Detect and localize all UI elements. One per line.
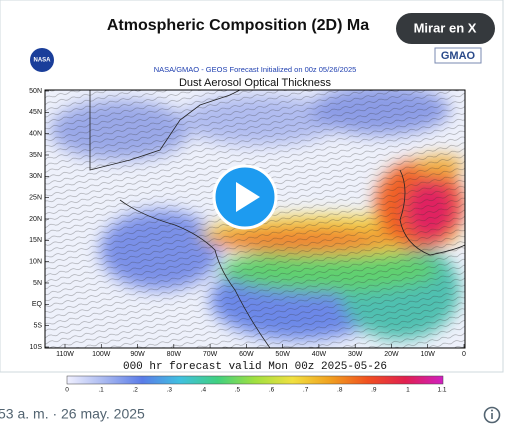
- lat-label: 45N: [29, 109, 42, 116]
- lon-label: 110W: [56, 351, 74, 358]
- lat-label: 40N: [29, 131, 42, 138]
- colorbar-labels: 0 .1 .2 .3 .4 .5 .6 .7 .8 .9 1 1.1: [65, 387, 447, 394]
- video-title: Atmospheric Composition (2D) Ma: [107, 17, 369, 34]
- colorbar-label: .2: [132, 387, 138, 394]
- lon-label: 0: [462, 351, 466, 358]
- nasa-logo: [30, 48, 54, 72]
- lat-label: 35N: [29, 152, 42, 159]
- map: [45, 90, 465, 348]
- colorbar-label: 0: [65, 387, 69, 394]
- info-icon[interactable]: [483, 406, 501, 424]
- map-title: Dust Aerosol Optical Thickness: [179, 77, 332, 89]
- lon-label: 80W: [167, 351, 182, 358]
- lon-label: 60W: [239, 351, 254, 358]
- lat-label: 15N: [29, 237, 42, 244]
- lat-label: 10N: [29, 259, 42, 266]
- colorbar-label: .4: [201, 387, 207, 394]
- colorbar: [66, 375, 444, 385]
- lat-label: 50N: [29, 88, 42, 95]
- lat-label: 5N: [33, 280, 42, 287]
- colorbar-label: .3: [167, 387, 173, 394]
- lon-label: 40W: [312, 351, 327, 358]
- lat-label: 30N: [29, 173, 42, 180]
- lon-label: 10W: [421, 351, 436, 358]
- lat-axis: 50N 45N 40N 35N 30N 25N 20N 15N 10N 5N EQ 5S 10S: [29, 88, 49, 351]
- watch-button-label: Mirar en X: [414, 20, 477, 35]
- lat-label: 10S: [30, 344, 43, 351]
- gmao-logo-text: GMAO: [441, 50, 476, 62]
- subtitle: NASA/GMAO - GEOS Forecast Initialized on…: [154, 65, 357, 74]
- lat-label: 25N: [29, 195, 42, 202]
- colorbar-label: .8: [337, 387, 343, 394]
- watch-button[interactable]: [396, 13, 495, 44]
- lon-label: 20W: [384, 351, 399, 358]
- play-button[interactable]: [212, 164, 278, 230]
- gmao-logo: [434, 47, 482, 64]
- play-icon: [236, 182, 260, 212]
- colorbar-label: .5: [235, 387, 241, 394]
- lon-label: 100W: [92, 351, 111, 358]
- colorbar-label: .1: [98, 387, 104, 394]
- lat-label: 5S: [33, 323, 42, 330]
- lon-axis: 110W 100W 90W 80W 70W 60W 50W 40W 30W 20W 10W 0: [56, 344, 466, 358]
- colorbar-label: .7: [303, 387, 309, 394]
- colorbar-label: .9: [371, 387, 377, 394]
- colorbar-label: 1: [406, 387, 410, 394]
- nasa-logo-text: NASA: [33, 58, 51, 64]
- lon-label: 70W: [203, 351, 218, 358]
- lat-label: EQ: [32, 301, 43, 308]
- lon-label: 50W: [275, 351, 290, 358]
- colorbar-label: 1.1: [437, 387, 446, 394]
- watch-on-x[interactable]: Mirar en X: [396, 13, 495, 44]
- media-border: [0, 0, 504, 373]
- lat-label: 20N: [29, 216, 42, 223]
- lon-label: 90W: [130, 351, 145, 358]
- timestamp: 53 a. m. · 26 may. 2025: [0, 406, 145, 422]
- forecast-label: 000 hr forecast valid Mon 00z 2025-05-26: [123, 361, 387, 373]
- lon-label: 30W: [348, 351, 363, 358]
- colorbar-label: .6: [269, 387, 275, 394]
